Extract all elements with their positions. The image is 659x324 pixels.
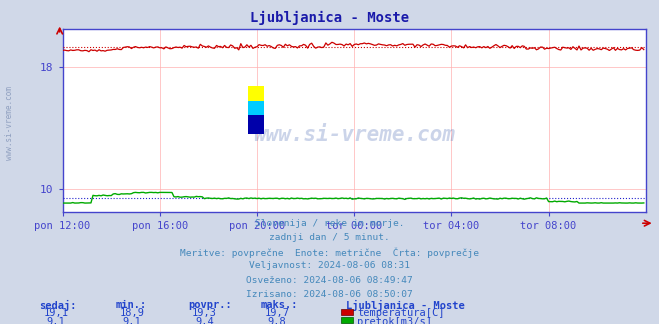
- Text: Ljubljanica - Moste: Ljubljanica - Moste: [250, 11, 409, 26]
- FancyBboxPatch shape: [248, 115, 264, 133]
- Text: maks.:: maks.:: [260, 300, 298, 310]
- FancyBboxPatch shape: [248, 86, 264, 133]
- FancyBboxPatch shape: [248, 100, 264, 133]
- Text: Meritve: povprečne  Enote: metrične  Črta: povprečje: Meritve: povprečne Enote: metrične Črta:…: [180, 247, 479, 258]
- Text: 19,1: 19,1: [43, 308, 69, 318]
- Text: 9,1: 9,1: [47, 317, 65, 324]
- Text: Osveženo: 2024-08-06 08:49:47: Osveženo: 2024-08-06 08:49:47: [246, 276, 413, 285]
- Text: www.si-vreme.com: www.si-vreme.com: [253, 125, 455, 145]
- Text: www.si-vreme.com: www.si-vreme.com: [5, 86, 14, 160]
- Text: Veljavnost: 2024-08-06 08:31: Veljavnost: 2024-08-06 08:31: [249, 261, 410, 271]
- Text: 19,7: 19,7: [264, 308, 289, 318]
- Text: 9,8: 9,8: [268, 317, 286, 324]
- Text: min.:: min.:: [115, 300, 146, 310]
- Text: Slovenija / reke in morje.: Slovenija / reke in morje.: [255, 219, 404, 228]
- Text: 9,4: 9,4: [195, 317, 214, 324]
- Text: pretok[m3/s]: pretok[m3/s]: [357, 317, 432, 324]
- Text: 18,9: 18,9: [119, 308, 144, 318]
- Text: sedaj:: sedaj:: [40, 300, 77, 311]
- Text: 9,1: 9,1: [123, 317, 141, 324]
- Text: zadnji dan / 5 minut.: zadnji dan / 5 minut.: [269, 233, 390, 242]
- Text: temperatura[C]: temperatura[C]: [357, 308, 445, 318]
- Text: povpr.:: povpr.:: [188, 300, 231, 310]
- Text: 19,3: 19,3: [192, 308, 217, 318]
- Text: Izrisano: 2024-08-06 08:50:07: Izrisano: 2024-08-06 08:50:07: [246, 290, 413, 299]
- Text: Ljubljanica - Moste: Ljubljanica - Moste: [346, 300, 465, 311]
